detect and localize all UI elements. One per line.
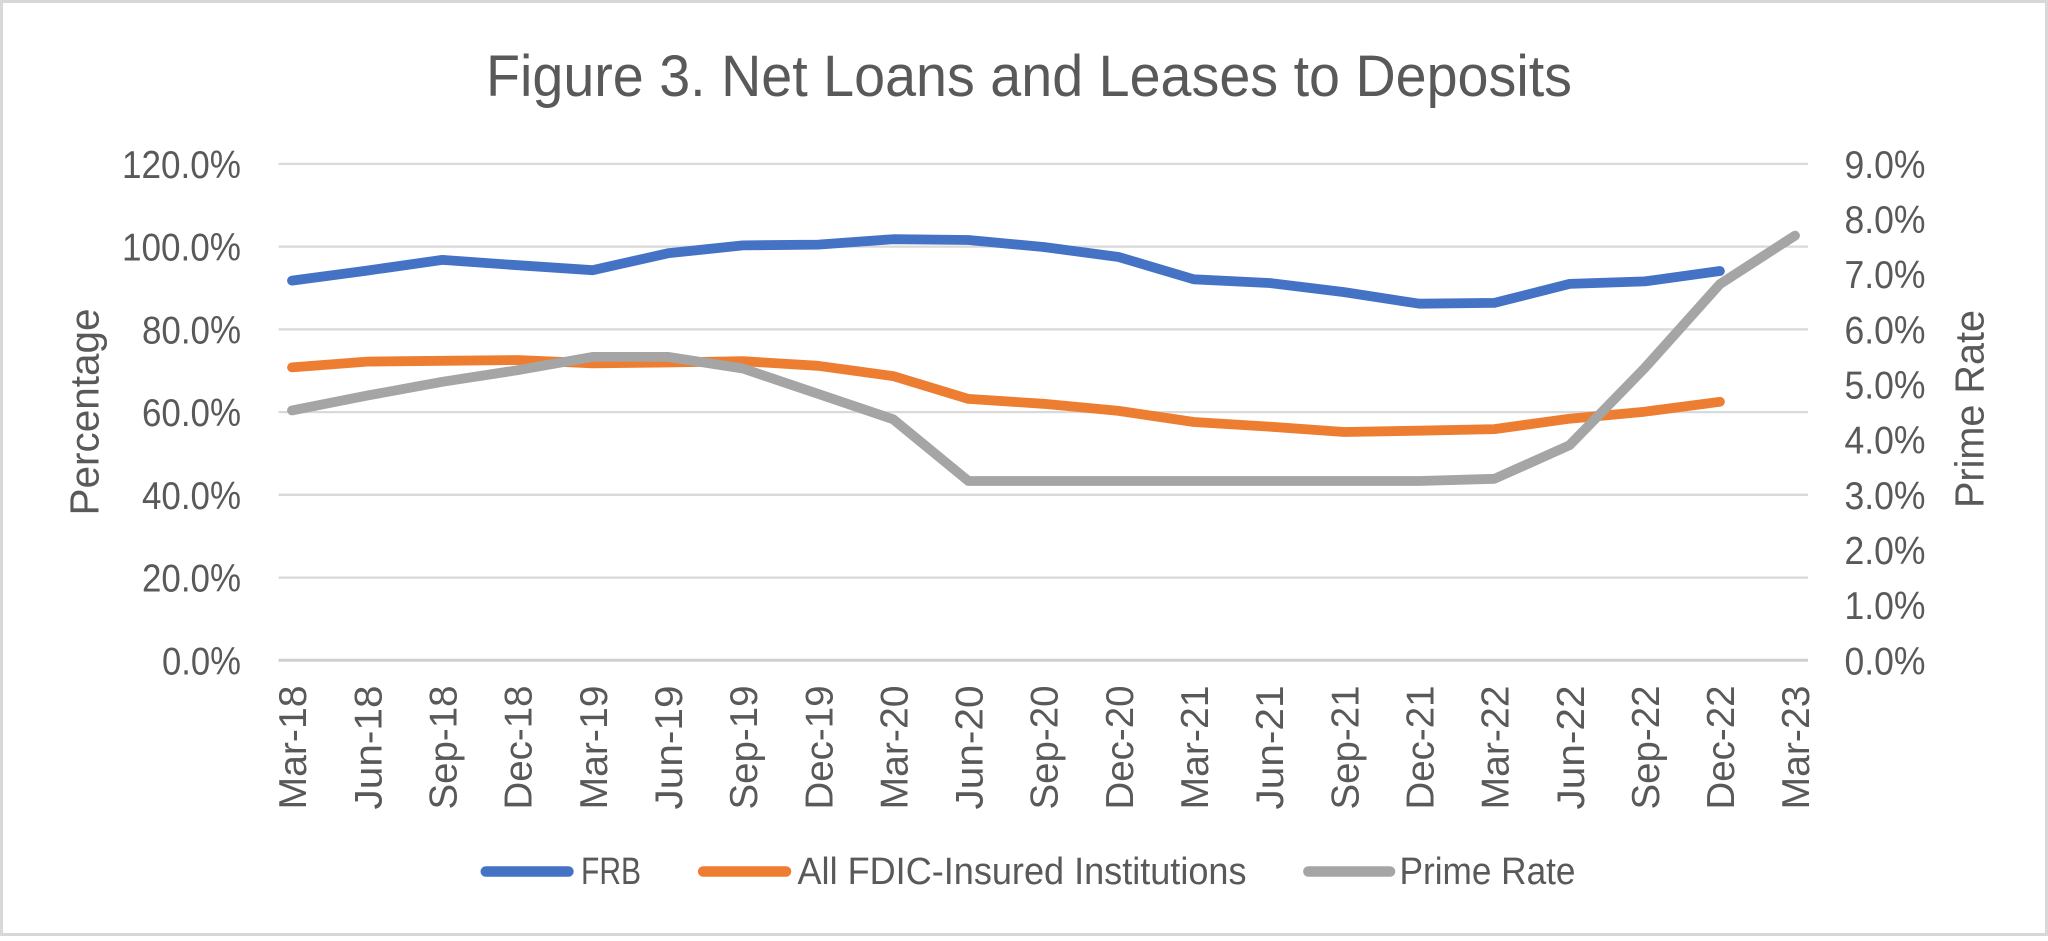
svg-text:2.0%: 2.0% [1845, 530, 1926, 573]
svg-text:Mar-18: Mar-18 [272, 686, 315, 810]
svg-text:9.0%: 9.0% [1845, 144, 1926, 187]
svg-text:Prime Rate: Prime Rate [1400, 851, 1576, 893]
svg-text:Dec-19: Dec-19 [798, 686, 841, 810]
svg-text:Percentage: Percentage [62, 309, 108, 516]
svg-text:FRB: FRB [581, 851, 641, 893]
svg-text:Mar-20: Mar-20 [873, 686, 916, 810]
svg-text:20.0%: 20.0% [142, 558, 241, 601]
svg-text:40.0%: 40.0% [142, 475, 241, 518]
svg-text:Jun-21: Jun-21 [1249, 686, 1292, 810]
svg-text:100.0%: 100.0% [122, 227, 241, 270]
svg-text:Sep-20: Sep-20 [1024, 686, 1067, 810]
svg-text:Dec-22: Dec-22 [1700, 686, 1743, 810]
svg-text:Jun-22: Jun-22 [1550, 686, 1593, 810]
svg-text:Sep-22: Sep-22 [1625, 686, 1668, 810]
svg-text:Jun-19: Jun-19 [648, 686, 691, 810]
svg-text:Figure 3. Net Loans and Leases: Figure 3. Net Loans and Leases to Deposi… [486, 44, 1572, 109]
svg-text:Sep-19: Sep-19 [723, 686, 766, 810]
svg-text:Prime Rate: Prime Rate [1947, 310, 1993, 508]
svg-text:80.0%: 80.0% [142, 309, 241, 352]
svg-text:Jun-18: Jun-18 [347, 686, 390, 810]
svg-text:3.0%: 3.0% [1845, 475, 1926, 518]
svg-text:Mar-22: Mar-22 [1475, 686, 1518, 810]
svg-text:6.0%: 6.0% [1845, 309, 1926, 352]
svg-text:Dec-18: Dec-18 [498, 686, 541, 810]
svg-text:Sep-18: Sep-18 [423, 686, 466, 810]
svg-text:Jun-20: Jun-20 [949, 686, 992, 810]
svg-text:8.0%: 8.0% [1845, 199, 1926, 242]
svg-text:All FDIC-Insured Institutions: All FDIC-Insured Institutions [798, 851, 1247, 893]
svg-text:Dec-20: Dec-20 [1099, 686, 1142, 810]
svg-text:120.0%: 120.0% [122, 144, 241, 187]
svg-text:0.0%: 0.0% [162, 640, 241, 683]
svg-text:5.0%: 5.0% [1845, 365, 1926, 408]
svg-text:Mar-19: Mar-19 [573, 686, 616, 810]
svg-text:7.0%: 7.0% [1845, 254, 1926, 297]
svg-text:4.0%: 4.0% [1845, 420, 1926, 463]
svg-text:Dec-21: Dec-21 [1400, 686, 1443, 810]
svg-text:Sep-21: Sep-21 [1324, 686, 1367, 810]
svg-text:Mar-21: Mar-21 [1174, 686, 1217, 810]
svg-text:1.0%: 1.0% [1845, 585, 1926, 628]
svg-text:Mar-23: Mar-23 [1775, 686, 1818, 810]
svg-text:0.0%: 0.0% [1845, 640, 1926, 683]
svg-text:60.0%: 60.0% [142, 392, 241, 435]
